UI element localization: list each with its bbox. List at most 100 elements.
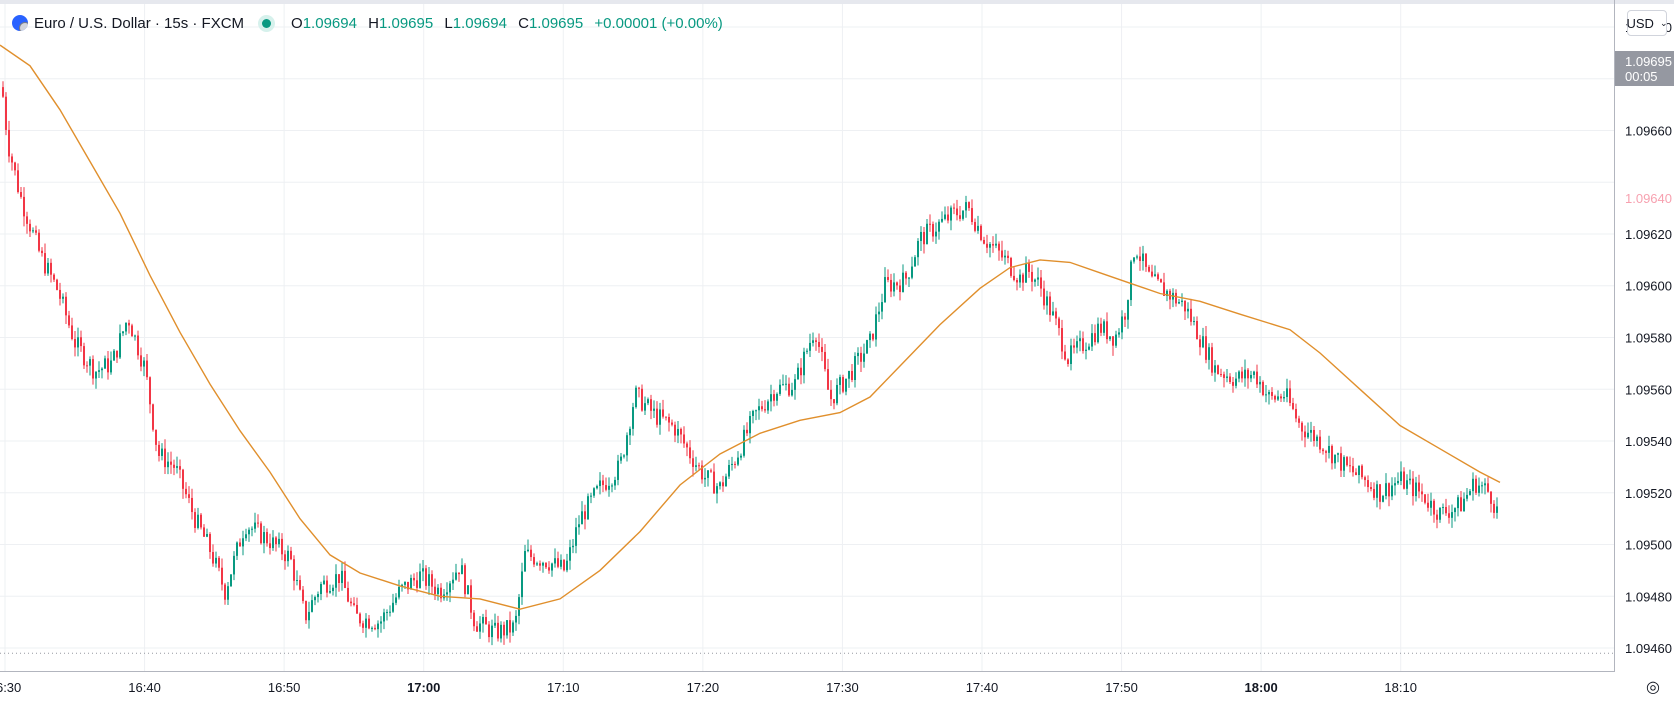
candle-body	[197, 514, 199, 528]
candle-body	[128, 322, 130, 326]
candle-body	[491, 625, 493, 638]
candle-body	[905, 272, 907, 279]
candle-body	[1106, 321, 1108, 340]
candle-body	[62, 296, 64, 299]
candle-body	[47, 262, 49, 274]
candle-body	[347, 587, 349, 602]
candle-body	[1385, 483, 1387, 496]
candle-body	[890, 279, 892, 292]
candle-body	[569, 547, 571, 561]
candle-body	[932, 224, 934, 237]
candle-body	[1028, 263, 1030, 272]
candle-body	[455, 572, 457, 580]
candle-body	[476, 626, 478, 632]
candle-body	[692, 458, 694, 467]
candle-body	[227, 586, 229, 600]
gear-icon[interactable]: ◎	[1646, 679, 1660, 696]
candle-body	[1076, 341, 1078, 348]
candle-body	[11, 156, 13, 163]
candle-body	[53, 274, 55, 280]
candle-body	[1487, 483, 1489, 492]
candle-body	[1301, 422, 1303, 432]
candle-body	[989, 244, 991, 248]
candle-body	[17, 170, 19, 193]
candle-body	[650, 399, 652, 411]
candle-body	[560, 559, 562, 567]
candle-body	[173, 464, 175, 468]
candle-body	[665, 416, 667, 418]
market-status-icon[interactable]	[262, 18, 272, 28]
candle-body	[185, 488, 187, 495]
candle-body	[224, 584, 226, 600]
candle-body	[1055, 311, 1057, 319]
candle-body	[602, 480, 604, 486]
candle-body	[1223, 374, 1225, 378]
candle-body	[314, 597, 316, 601]
candle-body	[98, 370, 100, 372]
candle-body	[1289, 388, 1291, 403]
candle-body	[38, 232, 40, 251]
candle-body	[893, 282, 895, 292]
candle-body	[908, 277, 910, 279]
candle-body	[308, 611, 310, 621]
candle-body	[938, 221, 940, 232]
candle-body	[1040, 277, 1042, 289]
candle-body	[1043, 288, 1045, 306]
candle-body	[809, 342, 811, 351]
candle-body	[362, 623, 364, 628]
candle-body	[200, 514, 202, 528]
candle-body	[278, 538, 280, 545]
candle-body	[1256, 371, 1258, 385]
symbol-title[interactable]: Euro / U.S. Dollar · 15s · FXCM	[34, 14, 245, 32]
candle-body	[551, 563, 553, 571]
candle-body	[686, 443, 688, 448]
candle-body	[653, 408, 655, 411]
candle-body	[566, 560, 568, 571]
x-tick-18:10: 18:10	[1384, 680, 1417, 695]
last-price-text: 1.09695	[1625, 54, 1672, 69]
candle-body	[521, 571, 523, 598]
y-tick-9: 1.09520	[1625, 486, 1672, 501]
candle-body	[1079, 338, 1081, 342]
candle-body	[1235, 378, 1237, 386]
candle-body	[344, 570, 346, 588]
candle-body	[584, 511, 586, 520]
candle-body	[1286, 388, 1288, 397]
x-tick-17:30: 17:30	[826, 680, 859, 695]
candle-body	[1268, 392, 1270, 395]
candle-body	[215, 557, 217, 564]
candle-body	[896, 282, 898, 286]
candles	[2, 81, 1498, 646]
currency-select[interactable]: USD ⌄	[1627, 10, 1668, 36]
candle-body	[605, 485, 607, 490]
candle-body	[1064, 351, 1066, 360]
candle-body	[1013, 275, 1015, 281]
candle-body	[1046, 296, 1048, 306]
candle-body	[71, 325, 73, 339]
candle-body	[1070, 345, 1072, 364]
candle-body	[1469, 491, 1471, 495]
candle-body	[1352, 466, 1354, 473]
candle-body	[791, 389, 793, 396]
candle-body	[689, 447, 691, 459]
candle-body	[1004, 255, 1006, 258]
candle-body	[302, 589, 304, 602]
candle-body	[656, 408, 658, 425]
candle-body	[1214, 365, 1216, 373]
candle-body	[878, 311, 880, 315]
candle-body	[533, 557, 535, 565]
candle-body	[1355, 472, 1357, 476]
candle-body	[1262, 381, 1264, 396]
candle-body	[1001, 250, 1003, 258]
candle-body	[329, 591, 331, 593]
candle-body	[1391, 485, 1393, 497]
moving-average-line	[0, 44, 1501, 610]
candle-body	[866, 340, 868, 354]
candle-body	[503, 624, 505, 636]
candle-body	[89, 359, 91, 366]
candle-body	[257, 522, 259, 524]
candle-body	[782, 384, 784, 386]
candle-body	[497, 622, 499, 639]
candle-body	[1118, 332, 1120, 335]
